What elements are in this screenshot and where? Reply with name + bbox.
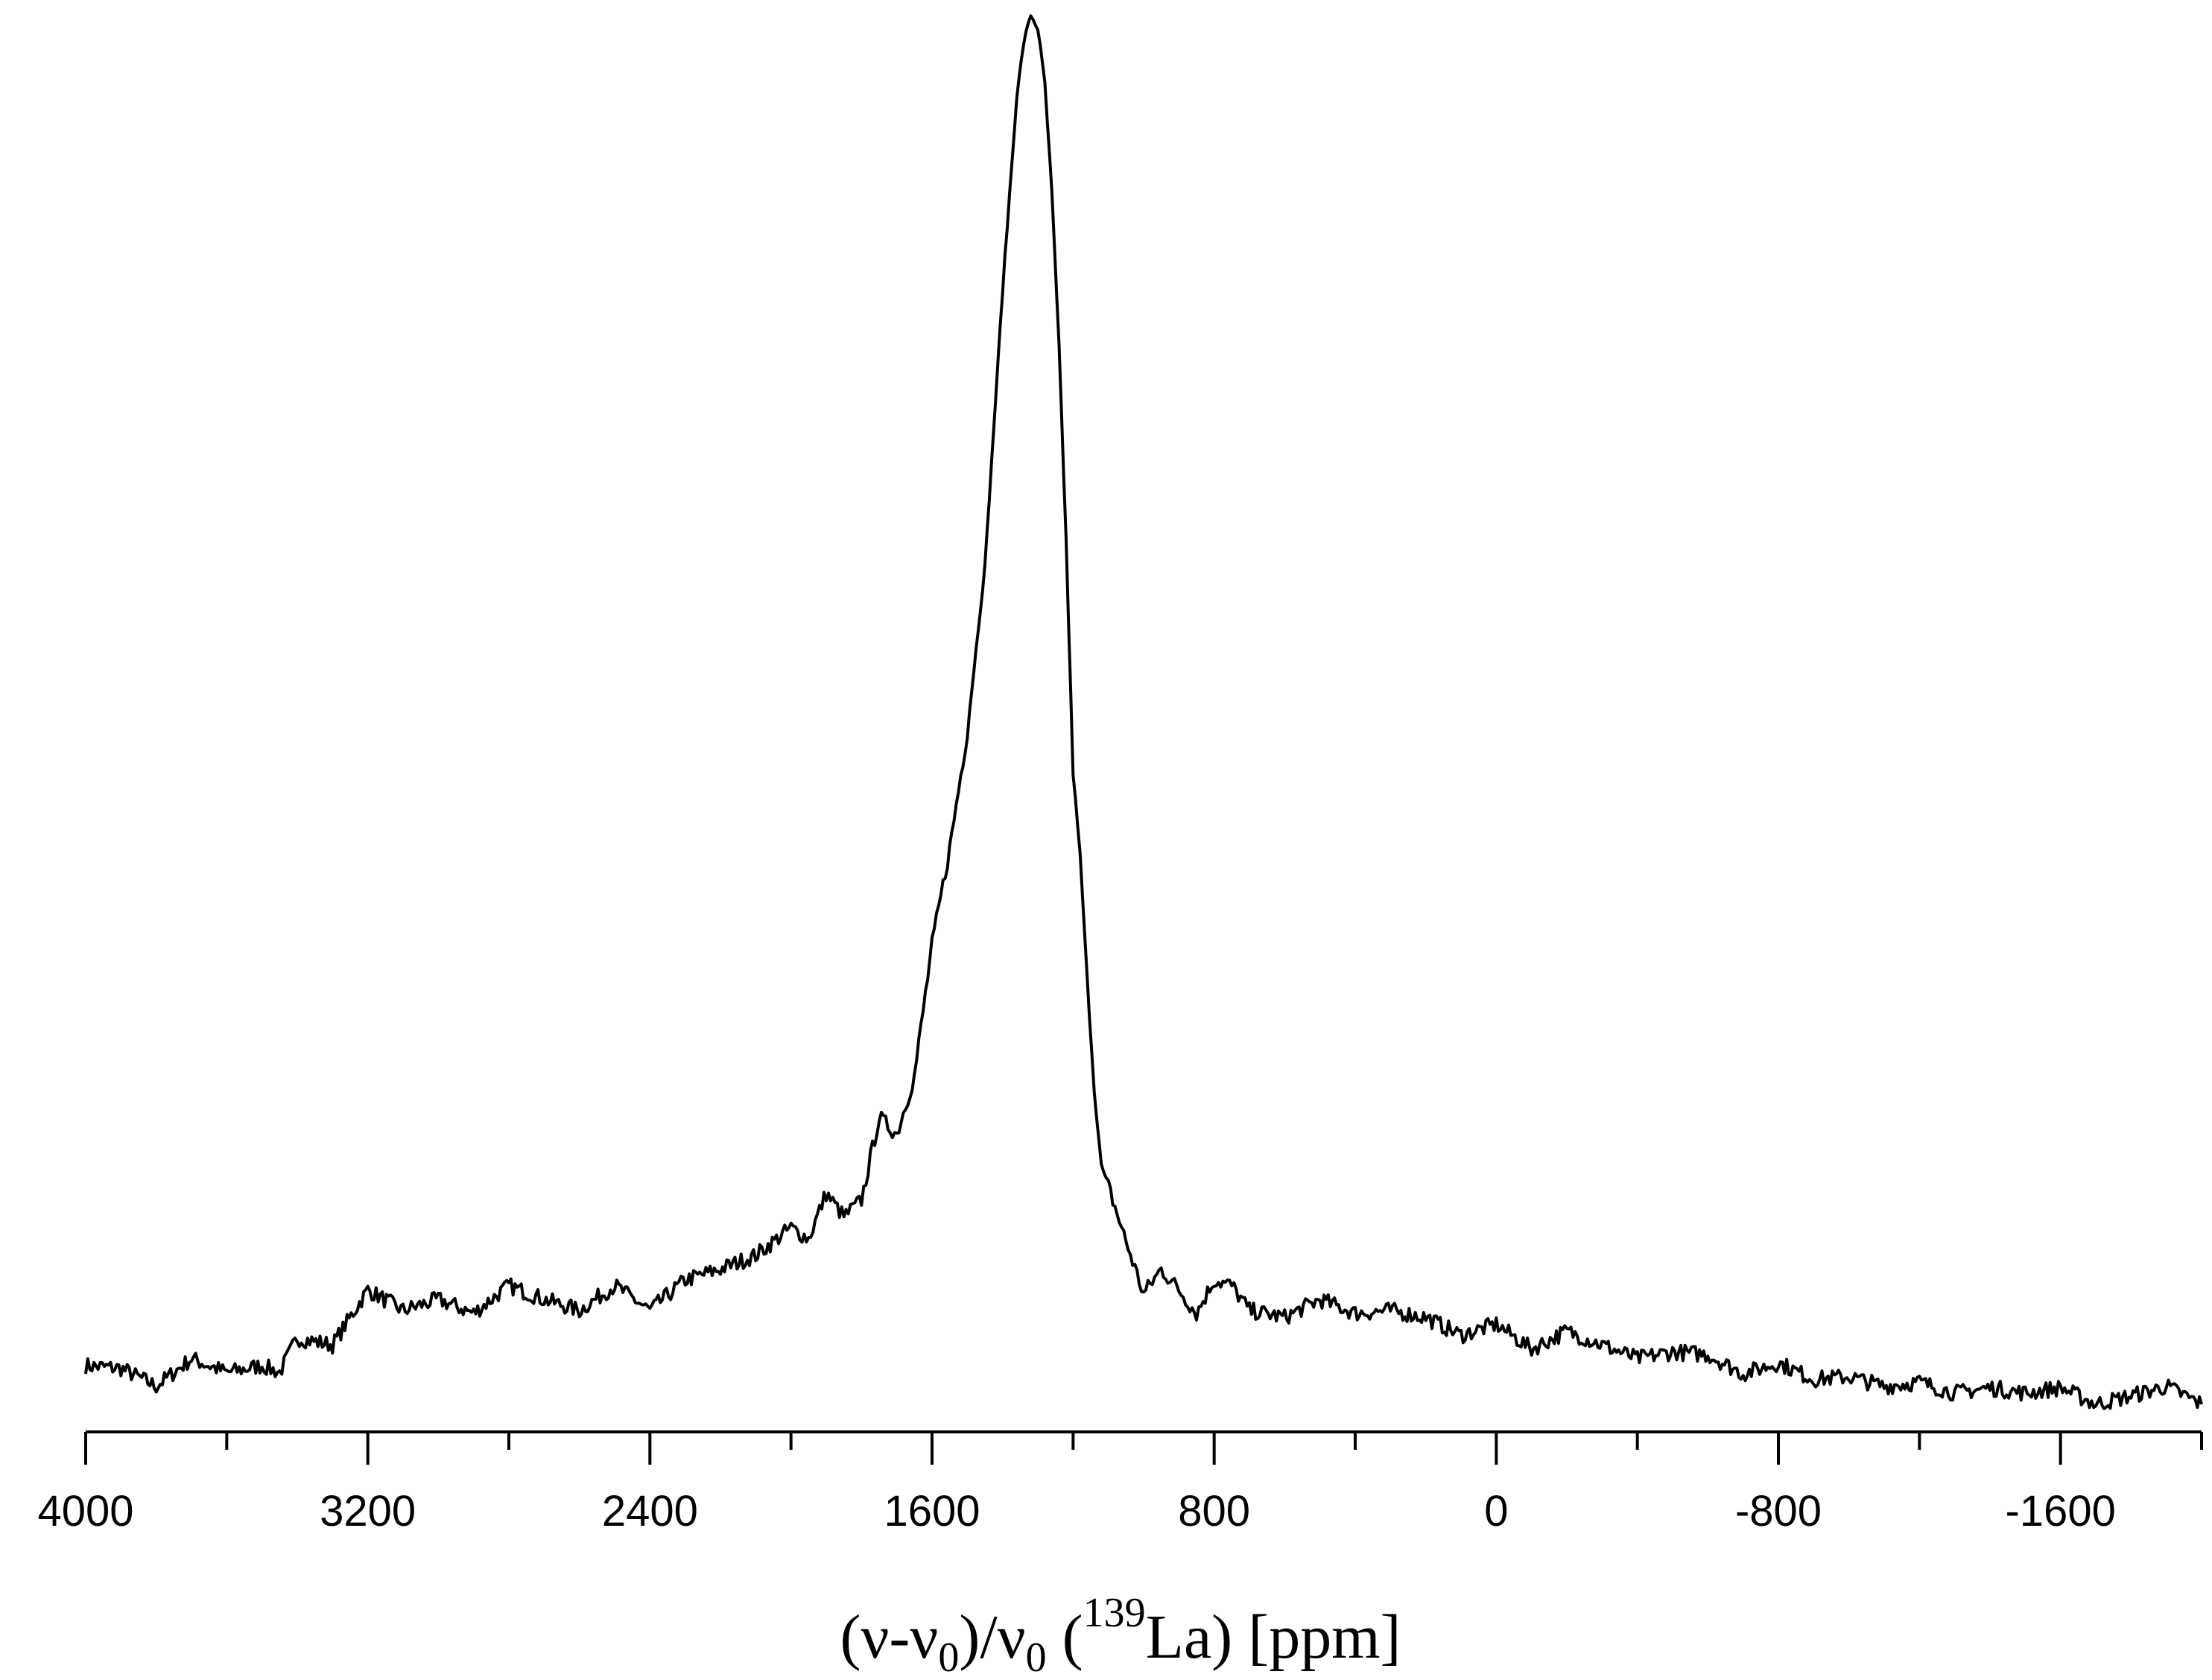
x-tick-label: 800	[1178, 1487, 1250, 1535]
x-axis-ticks	[84, 1432, 2203, 1465]
x-tick-label: 3200	[320, 1487, 416, 1535]
x-axis-title: (ν-ν0)/ν0 (139La) [ppm]	[840, 1590, 1401, 1680]
spectrum-line	[84, 14, 2203, 1410]
x-tick-label: 1600	[884, 1487, 980, 1535]
x-tick-label: 4000	[37, 1487, 133, 1535]
x-tick-label: 0	[1484, 1487, 1508, 1535]
x-tick-label: -800	[1735, 1487, 1822, 1535]
x-tick-label: 2400	[602, 1487, 698, 1535]
x-axis-tick-labels: 4000 3200 2400 1600 800 0 -800 -1600	[37, 1487, 2115, 1535]
x-tick-label: -1600	[2005, 1487, 2115, 1535]
